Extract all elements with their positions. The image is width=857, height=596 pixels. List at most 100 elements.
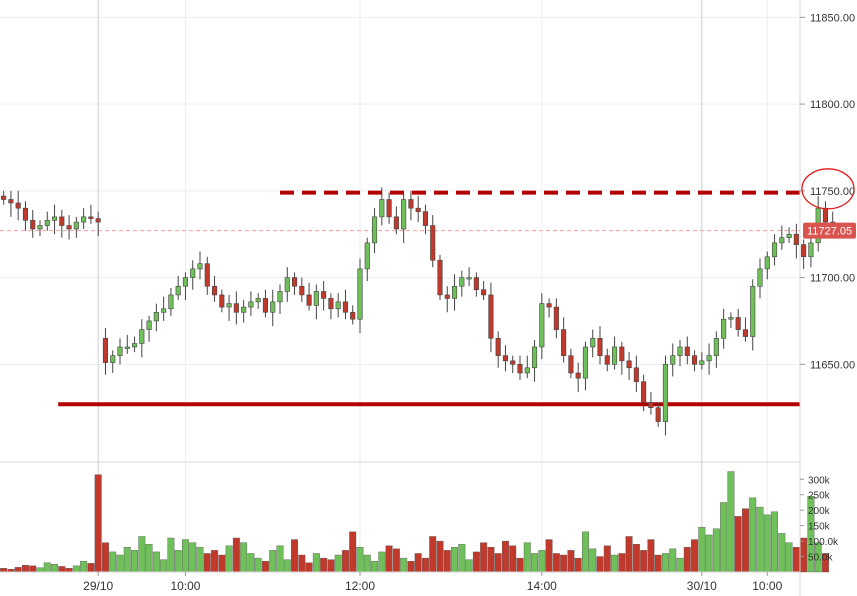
candle-body: [488, 294, 494, 339]
candle-body: [219, 294, 225, 308]
candle-body: [1, 195, 7, 200]
candle-body: [633, 367, 639, 382]
candle-body: [30, 220, 36, 230]
volume-bar: [356, 547, 364, 573]
candle-body: [531, 346, 538, 369]
candle-body: [233, 303, 239, 313]
candle-body: [73, 221, 79, 230]
candle-body: [299, 285, 305, 296]
volume-bar: [480, 542, 488, 573]
candle-body: [59, 216, 65, 226]
volume-bar: [189, 542, 197, 573]
candle-body: [699, 360, 705, 365]
candle-body: [117, 346, 123, 356]
volume-bar: [712, 528, 720, 573]
volume-bar: [691, 539, 699, 573]
volume-bar: [29, 565, 37, 573]
price-tick-label: 11700.00: [810, 273, 855, 285]
volume-bar: [552, 553, 560, 573]
price-tick-label: 11650.00: [810, 359, 855, 371]
candle-body: [357, 268, 363, 320]
volume-bar: [501, 540, 509, 573]
candle-body: [684, 346, 690, 356]
volume-bar: [421, 557, 429, 573]
volume-bar: [640, 550, 648, 573]
volume-bar: [203, 553, 211, 573]
candle-body: [328, 298, 334, 310]
volume-bar: [814, 542, 822, 573]
candle-body: [495, 337, 501, 356]
volume-bar: [581, 531, 589, 573]
candle-body: [211, 285, 218, 296]
candle-body: [597, 337, 603, 356]
volume-bar: [101, 542, 109, 573]
candle-body: [466, 277, 472, 280]
candle-body: [110, 355, 116, 363]
candle-body: [270, 301, 276, 313]
candle-body: [321, 291, 327, 299]
volume-bar: [269, 550, 277, 573]
candle-body: [786, 233, 792, 238]
candle-body: [241, 306, 247, 313]
volume-bar: [756, 506, 764, 573]
volume-tick-label: 100.0k: [808, 537, 839, 548]
candle-body: [284, 277, 290, 292]
candle-body: [102, 337, 109, 363]
time-tick-label: 10:00: [752, 579, 782, 593]
volume-bar: [683, 547, 691, 573]
volume-bar: [763, 514, 771, 573]
volume-tick-label: 200k: [808, 506, 831, 517]
volume-bar: [283, 559, 291, 573]
candle-body: [655, 407, 661, 422]
volume-bar: [705, 534, 713, 573]
candle-body: [582, 346, 589, 379]
volume-bar: [320, 557, 328, 573]
volume-bar: [516, 557, 524, 573]
candle-body: [37, 225, 43, 230]
volume-bar: [414, 553, 422, 573]
candle-body: [611, 346, 618, 365]
time-tick-label: 14:00: [527, 579, 557, 593]
candle-body: [204, 263, 210, 287]
volume-bar: [400, 557, 408, 573]
candle-body: [510, 360, 516, 365]
candle-body: [379, 199, 385, 218]
volume-bar: [523, 542, 531, 573]
candle-body: [364, 242, 370, 270]
time-tick-label: 29/10: [83, 579, 113, 593]
candle-body: [553, 306, 559, 330]
volume-bar: [349, 531, 357, 573]
volume-bar: [240, 542, 248, 573]
volume-bar: [145, 543, 153, 573]
candle-body: [401, 199, 407, 230]
volume-tick-label: 250k: [808, 491, 831, 502]
volume-bar: [334, 554, 342, 573]
candle-body: [190, 268, 196, 278]
candle-body: [313, 291, 319, 306]
volume-bar: [487, 547, 495, 573]
candle-body: [131, 343, 138, 348]
volume-bar: [451, 547, 459, 573]
volume-bar: [618, 553, 626, 573]
candle-body: [422, 211, 429, 226]
time-tick-label: 12:00: [345, 579, 375, 593]
volume-bar: [669, 548, 677, 573]
candle-body: [691, 355, 698, 365]
volume-bar: [771, 511, 779, 573]
volume-bar: [378, 551, 386, 573]
volume-bar: [160, 559, 168, 573]
volume-bar: [567, 550, 575, 573]
volume-bar: [465, 559, 473, 573]
volume-bar: [247, 553, 255, 573]
candle-body: [561, 329, 567, 356]
volume-bar: [436, 540, 444, 573]
volume-bar: [80, 560, 88, 573]
candle-body: [568, 355, 574, 374]
price-tick-label: 11750.00: [810, 186, 855, 198]
candle-body: [153, 311, 159, 322]
candle-body: [706, 355, 712, 362]
candle-body: [342, 301, 349, 313]
volume-bar: [443, 550, 451, 573]
